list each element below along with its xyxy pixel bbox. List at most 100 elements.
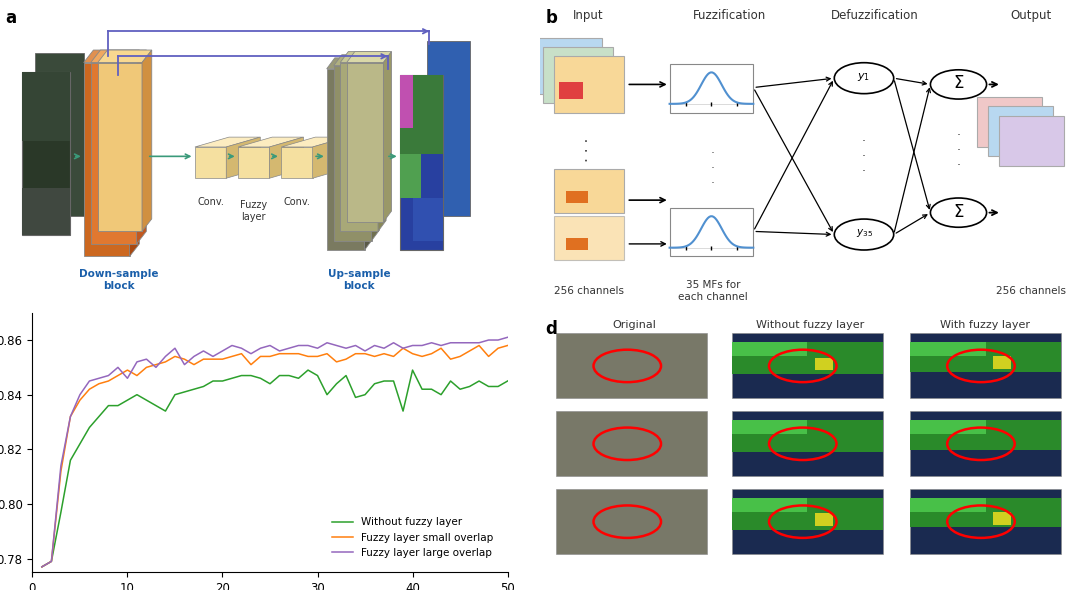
Text: Conv.: Conv. <box>198 197 224 207</box>
Fuzzy layer large overlap <box>83 378 96 385</box>
Bar <box>994 356 1011 369</box>
Without fuzzy layer <box>93 413 106 420</box>
Fuzzy layer small overlap <box>426 350 438 357</box>
Text: Output: Output <box>1011 9 1052 22</box>
Polygon shape <box>313 137 347 178</box>
Text: Original: Original <box>612 320 657 330</box>
Fuzzy layer large overlap <box>149 364 162 371</box>
Without fuzzy layer <box>273 372 286 379</box>
Bar <box>670 64 754 113</box>
Bar <box>556 489 707 554</box>
Without fuzzy layer <box>321 391 334 398</box>
Without fuzzy layer <box>226 375 239 382</box>
Polygon shape <box>378 51 387 231</box>
Bar <box>994 512 1011 525</box>
Fuzzy layer large overlap <box>254 345 267 352</box>
Polygon shape <box>143 50 151 231</box>
Without fuzzy layer <box>426 386 438 393</box>
Fuzzy layer small overlap <box>111 372 124 379</box>
Text: 256 channels: 256 channels <box>554 286 623 296</box>
Without fuzzy layer <box>434 391 447 398</box>
Fuzzy layer small overlap <box>473 342 486 349</box>
Fuzzy layer small overlap <box>159 358 172 365</box>
Fuzzy layer small overlap <box>216 356 229 363</box>
Fuzzy layer small overlap <box>434 345 447 352</box>
Bar <box>815 358 833 371</box>
Fuzzy layer small overlap <box>406 350 419 357</box>
Fuzzy layer large overlap <box>330 342 343 349</box>
Fuzzy layer large overlap <box>197 348 210 355</box>
Without fuzzy layer <box>168 391 181 398</box>
Fuzzy layer small overlap <box>396 345 409 352</box>
Fuzzy layer large overlap <box>168 345 181 352</box>
Fuzzy layer large overlap <box>463 339 476 346</box>
Fuzzy layer large overlap <box>349 342 362 349</box>
Fuzzy layer large overlap <box>73 391 86 398</box>
Fuzzy layer large overlap <box>121 375 134 382</box>
Bar <box>910 498 986 512</box>
Fuzzy layer small overlap <box>311 353 324 360</box>
Polygon shape <box>347 51 391 63</box>
Polygon shape <box>97 50 151 63</box>
Fuzzy layer small overlap <box>387 353 400 360</box>
Bar <box>556 411 707 476</box>
Fuzzy layer large overlap <box>339 345 352 352</box>
Fuzzy layer small overlap <box>149 361 162 368</box>
Polygon shape <box>22 72 70 234</box>
Polygon shape <box>326 69 365 250</box>
Fuzzy layer small overlap <box>235 350 248 357</box>
Bar <box>566 238 588 250</box>
Bar <box>566 191 588 203</box>
Text: With fuzzy layer: With fuzzy layer <box>941 320 1030 330</box>
Fuzzy layer large overlap <box>292 342 305 349</box>
Fuzzy layer large overlap <box>301 342 314 349</box>
Fuzzy layer large overlap <box>159 353 172 360</box>
Text: Fuzzy
layer: Fuzzy layer <box>240 200 268 222</box>
Fuzzy layer small overlap <box>188 361 201 368</box>
Bar <box>910 342 1062 372</box>
Without fuzzy layer <box>216 378 229 385</box>
Fuzzy layer large overlap <box>434 342 447 349</box>
Without fuzzy layer <box>197 383 210 390</box>
Bar <box>999 116 1064 166</box>
Fuzzy layer small overlap <box>93 380 106 387</box>
Polygon shape <box>365 58 373 250</box>
Text: Conv.: Conv. <box>284 197 310 207</box>
Bar <box>556 333 707 398</box>
Bar <box>554 169 624 212</box>
Polygon shape <box>35 53 84 216</box>
Text: · · ·: · · · <box>581 138 596 162</box>
Without fuzzy layer <box>235 372 248 379</box>
Polygon shape <box>334 55 380 65</box>
Fuzzy layer small overlap <box>64 413 77 420</box>
Bar <box>732 342 883 374</box>
Line: Fuzzy layer small overlap: Fuzzy layer small overlap <box>42 346 508 567</box>
Text: a: a <box>5 9 16 27</box>
Without fuzzy layer <box>140 396 153 404</box>
Text: $y_1$: $y_1$ <box>858 71 870 83</box>
Polygon shape <box>91 63 136 244</box>
Without fuzzy layer <box>482 383 495 390</box>
Without fuzzy layer <box>473 378 486 385</box>
Without fuzzy layer <box>359 391 372 398</box>
Fuzzy layer small overlap <box>349 350 362 357</box>
Fuzzy layer large overlap <box>264 342 276 349</box>
Without fuzzy layer <box>463 383 476 390</box>
Polygon shape <box>22 72 70 140</box>
Polygon shape <box>238 137 303 147</box>
Without fuzzy layer <box>36 563 49 571</box>
Polygon shape <box>400 75 443 250</box>
Fuzzy layer large overlap <box>321 339 334 346</box>
Without fuzzy layer <box>349 394 362 401</box>
Without fuzzy layer <box>45 558 58 565</box>
Fuzzy layer small overlap <box>292 350 305 357</box>
Text: b: b <box>545 9 557 27</box>
Bar <box>732 498 883 530</box>
Fuzzy layer large overlap <box>226 342 239 349</box>
Without fuzzy layer <box>206 378 219 385</box>
Fuzzy layer small overlap <box>206 356 219 363</box>
Polygon shape <box>22 188 70 234</box>
Bar <box>554 216 624 260</box>
Text: ·
·
·: · · · <box>957 129 960 172</box>
Bar <box>732 489 883 554</box>
